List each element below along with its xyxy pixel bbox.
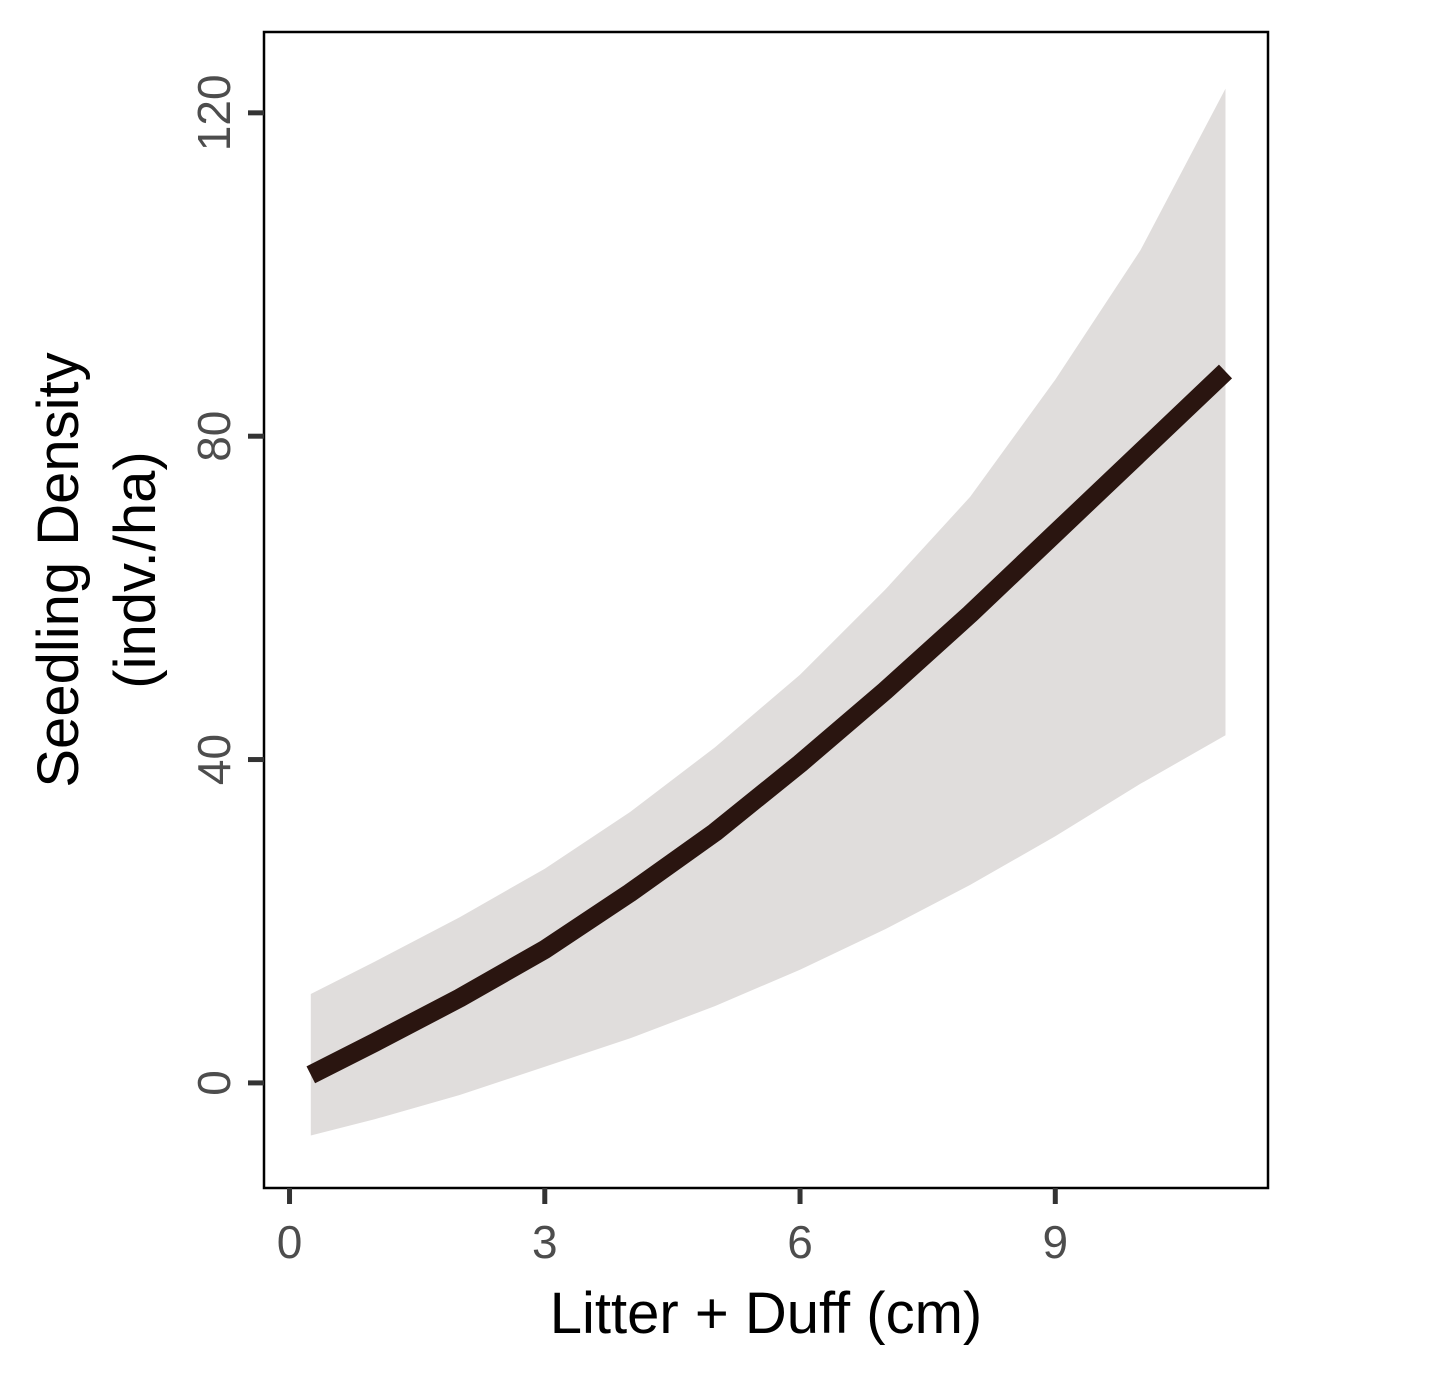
y-tick-label: 120 [188,74,240,151]
y-axis-title-line-2: (indv./ha) [103,451,168,688]
fit-line [306,364,1233,1084]
x-tick-label: 3 [532,1216,558,1268]
x-axis: 0 3 6 9 [277,1188,1068,1268]
confidence-band [310,88,1226,1136]
y-axis-title: Seedling Density (indv./ha) [26,352,168,787]
x-tick-label: 6 [787,1216,813,1268]
x-axis-title: Litter + Duff (cm) [550,1281,982,1346]
y-tick-label: 80 [188,411,240,462]
panel-frame [262,30,1270,1190]
x-tick-label: 9 [1042,1216,1068,1268]
x-tick-label: 0 [277,1216,303,1268]
y-axis-title-line-1: Seedling Density [26,352,91,787]
plot-area [262,30,1270,1190]
y-tick-label: 0 [188,1070,240,1096]
y-tick-label: 40 [188,734,240,785]
y-axis: 0 40 80 120 [188,74,264,1096]
